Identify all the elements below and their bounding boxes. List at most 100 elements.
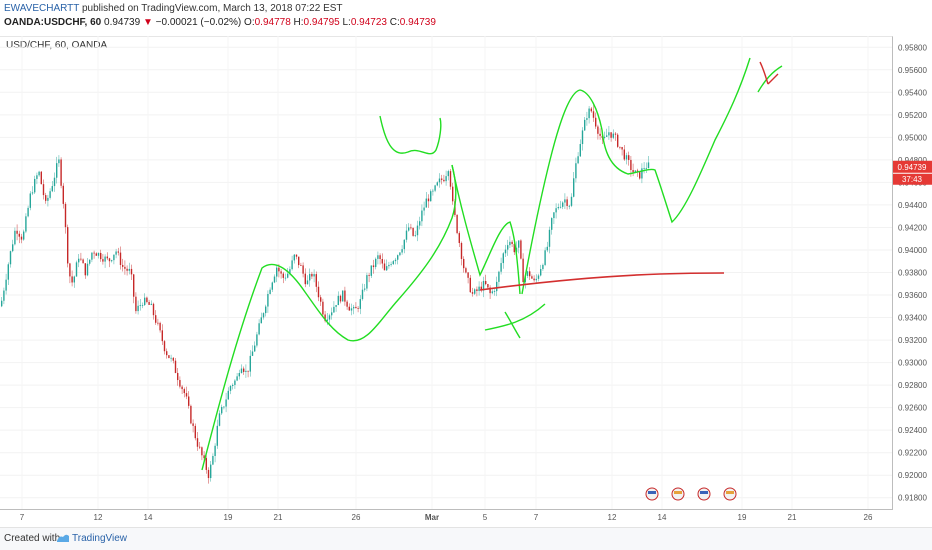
candle-body bbox=[639, 171, 641, 179]
candle-body bbox=[276, 267, 278, 277]
high-label: H: bbox=[293, 17, 304, 28]
candle-body bbox=[273, 276, 276, 283]
candle-body bbox=[368, 275, 370, 276]
candle-body bbox=[383, 263, 386, 271]
author-link[interactable]: EWAVECHARTT bbox=[4, 3, 80, 14]
candle-body bbox=[342, 290, 344, 302]
candle-body bbox=[108, 258, 111, 262]
candle-body bbox=[540, 269, 542, 276]
candle-body bbox=[361, 289, 364, 300]
candle-body bbox=[27, 207, 29, 217]
y-tick-label: 0.94800 bbox=[898, 156, 927, 165]
tradingview-logo-icon bbox=[57, 534, 69, 542]
candle-body bbox=[592, 111, 595, 118]
candlestick-chart[interactable]: 0.91800 0.92000 0.92200 0.92400 0.92600 0.928… bbox=[0, 0, 932, 527]
candle-body bbox=[326, 319, 328, 321]
candle-body bbox=[491, 291, 493, 294]
candle-body bbox=[144, 297, 146, 306]
candle-body bbox=[399, 252, 401, 256]
candle-body bbox=[590, 108, 592, 112]
candle-body bbox=[586, 118, 588, 120]
support-line-red bbox=[479, 272, 725, 291]
candle-body bbox=[20, 236, 23, 240]
candle-body bbox=[471, 292, 474, 294]
candle-body bbox=[608, 132, 610, 136]
candle-body bbox=[573, 178, 575, 197]
candle-body bbox=[370, 265, 372, 276]
candle-body bbox=[203, 455, 205, 459]
candle-body bbox=[256, 334, 258, 346]
y-tick-label: 0.94200 bbox=[898, 223, 927, 232]
candle-body bbox=[397, 255, 399, 260]
candle-body bbox=[564, 199, 566, 203]
plot-area[interactable] bbox=[0, 36, 893, 510]
trend-drawing-green bbox=[379, 115, 442, 155]
candle-body bbox=[205, 458, 207, 470]
close-value: 0.94739 bbox=[399, 17, 436, 28]
candle-body bbox=[405, 230, 408, 240]
candle-body bbox=[130, 268, 133, 275]
candle-body bbox=[438, 178, 441, 183]
candle-body bbox=[102, 259, 104, 262]
candle-body bbox=[115, 251, 117, 255]
tradingview-brand[interactable]: TradingView bbox=[72, 533, 128, 544]
candle-body bbox=[201, 447, 203, 456]
candle-body bbox=[163, 341, 166, 352]
candle-body bbox=[284, 277, 287, 279]
x-tick-label: 5 bbox=[483, 513, 488, 522]
candle-body bbox=[603, 136, 606, 138]
candle-body bbox=[133, 274, 135, 297]
candle-body bbox=[619, 146, 621, 148]
candle-body bbox=[64, 203, 67, 228]
candle-body bbox=[25, 216, 27, 232]
candle-body bbox=[58, 159, 60, 164]
candle-body bbox=[339, 295, 342, 302]
candle-body bbox=[621, 147, 623, 150]
candle-body bbox=[249, 355, 251, 372]
candle-body bbox=[236, 376, 238, 381]
y-tick-label: 0.94400 bbox=[898, 201, 927, 210]
y-tick-label: 0.92200 bbox=[898, 449, 927, 458]
event-flag-stripe bbox=[726, 491, 734, 494]
candle-body bbox=[300, 265, 302, 266]
candle-body bbox=[216, 425, 218, 446]
y-tick-label: 0.93600 bbox=[898, 291, 927, 300]
y-tick-label: 0.93200 bbox=[898, 336, 927, 345]
candle-body bbox=[155, 315, 157, 323]
candle-body bbox=[53, 177, 56, 187]
candle-body bbox=[392, 261, 394, 265]
y-tick-label: 0.95600 bbox=[898, 66, 927, 75]
candle-body bbox=[476, 289, 478, 291]
candle-body bbox=[432, 190, 434, 192]
candle-body bbox=[265, 306, 267, 314]
candle-body bbox=[309, 273, 311, 281]
candle-body bbox=[634, 170, 636, 173]
candle-body bbox=[467, 272, 469, 278]
candle-body bbox=[535, 278, 537, 281]
change-arrow-icon: ▼ bbox=[142, 17, 153, 28]
candle-body bbox=[421, 210, 423, 222]
candle-body bbox=[18, 233, 20, 237]
candle-body bbox=[152, 303, 155, 316]
candle-body bbox=[355, 306, 357, 309]
candle-body bbox=[509, 241, 511, 246]
candle-body bbox=[14, 230, 16, 245]
candle-body bbox=[181, 386, 183, 390]
candle-body bbox=[172, 357, 174, 361]
candle-body bbox=[643, 167, 645, 169]
candle-body bbox=[465, 268, 467, 273]
candle-body bbox=[522, 258, 524, 283]
candle-body bbox=[271, 282, 273, 290]
event-flag-stripe bbox=[648, 491, 656, 494]
candle-body bbox=[542, 264, 544, 270]
candle-body bbox=[507, 245, 509, 250]
candle-body bbox=[474, 289, 476, 294]
candle-body bbox=[647, 162, 650, 168]
candle-body bbox=[42, 184, 45, 196]
candle-body bbox=[529, 271, 531, 277]
candle-body bbox=[306, 280, 309, 285]
candle-body bbox=[557, 207, 559, 209]
candle-body bbox=[366, 275, 368, 289]
y-tick-label: 0.95000 bbox=[898, 133, 927, 142]
candle-body bbox=[157, 322, 159, 324]
